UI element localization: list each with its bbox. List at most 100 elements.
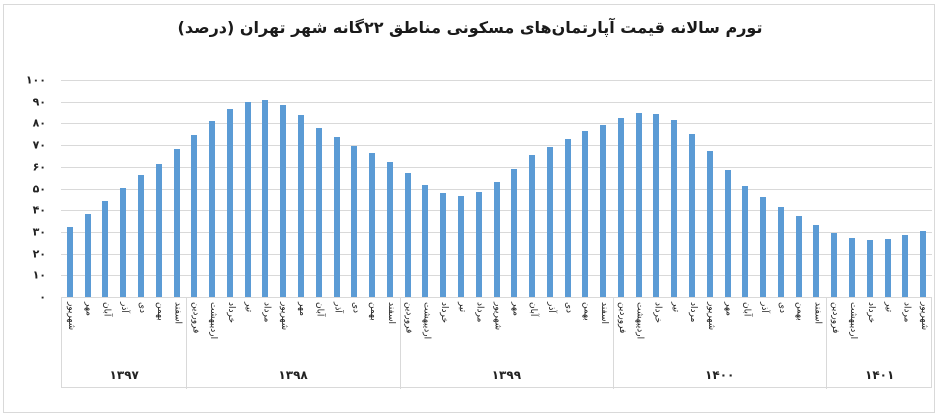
bar [760,196,767,297]
gridline [61,101,932,103]
bar [724,169,731,297]
bar [582,131,589,297]
bar [831,232,838,297]
bar [546,147,553,297]
bar [155,163,162,297]
bar [404,173,411,297]
bar [866,239,873,297]
bar [173,149,180,297]
bar [902,235,909,297]
bar [884,238,891,297]
bar [795,216,802,297]
x-category-label: فروردین [403,302,414,334]
group-separator [613,298,615,389]
x-category-label: مهر [723,302,734,316]
x-category-label: فروردین [830,302,841,334]
x-category-label: اسفند [385,302,396,325]
x-category-label: شهریور [919,302,930,331]
bar [689,134,696,297]
x-axis: شهریور مهر آبان آذر دی بهمن اسفند ۱۳۹۷ فروردین ار… [61,297,932,389]
x-category-label: مرداد [688,302,699,323]
x-category-label: خرداد [225,302,236,324]
bar [333,137,340,297]
x-category-label: تیر [883,302,894,313]
bar [600,124,607,297]
x-category-label: آذر [332,302,343,313]
x-category-label: مرداد [474,302,485,323]
bar [422,185,429,297]
bar [102,200,109,297]
bar [813,225,820,297]
x-category-label: اردیبهشت [421,302,432,340]
year-group-label: ۱۳۹۹ [491,368,522,382]
x-category-label: اردیبهشت [634,302,645,340]
bar [244,101,251,297]
bar [351,145,358,297]
y-tick-label: ۰ [39,290,46,304]
gridline [61,80,932,81]
x-category-label: مهر [296,302,307,316]
x-category-label: آذر [759,302,770,313]
x-category-label: بهمن [368,302,379,321]
year-group-label: ۱۴۰۱ [865,368,895,382]
x-category-label: دی [350,302,361,314]
bar [635,112,642,297]
bar [315,127,322,297]
x-category-label: فروردین [190,302,201,334]
x-category-label: اردیبهشت [208,302,219,340]
x-category-label: تیر [456,302,467,313]
x-category-label: مهر [83,302,94,316]
bar [564,139,571,297]
gridline [61,123,932,125]
bar [653,113,660,297]
x-category-label: آبان [101,302,112,317]
bar [280,105,287,297]
y-tick-label: ۴۰ [32,203,46,217]
x-category-label: تیر [243,302,254,313]
year-group-label: ۱۳۹۷ [109,368,139,382]
bar [262,100,269,297]
x-category-label: آبان [528,302,539,317]
group-separator [399,298,401,389]
x-category-label: شهریور [705,302,716,331]
x-category-label: اسفند [812,302,823,325]
y-tick-label: ۱۰۰ [25,73,46,87]
bar [920,231,927,297]
chart-title: تورم سالانه قیمت آپارتمان‌های مسکونی منا… [177,18,763,37]
group-separator [186,298,188,389]
x-category-label: آبان [741,302,752,317]
x-category-label: مرداد [901,302,912,323]
bar [777,206,784,297]
bar [457,196,464,297]
y-tick-label: ۵۰ [32,182,46,195]
y-tick-label: ۱۰ [32,268,46,282]
x-category-label: شهریور [279,302,290,331]
x-category-label: دی [136,302,147,314]
x-category-label: شهریور [492,302,503,331]
bar [617,117,624,297]
y-tick-label: ۸۰ [32,116,46,130]
x-category-label: خرداد [865,302,876,324]
bar [475,191,482,297]
y-tick-label: ۹۰ [32,95,46,109]
x-category-label: آذر [119,302,130,313]
bar [369,153,376,297]
x-category-label: آذر [545,302,556,313]
bar [742,185,749,297]
bar [511,169,518,297]
x-category-label: تیر [670,302,681,313]
bar [493,182,500,297]
bar [671,119,678,297]
x-category-label: دی [776,302,787,314]
x-category-label: مرداد [261,302,272,323]
x-category-label: شهریور [65,302,76,331]
bar [226,109,233,297]
x-category-label: اسفند [599,302,610,325]
y-tick-label: ۳۰ [32,225,46,239]
bar [209,120,216,297]
bar [66,226,73,297]
y-tick-label: ۶۰ [32,160,46,174]
bar [440,193,447,297]
x-category-label: خرداد [439,302,450,324]
x-category-label: فروردین [616,302,627,334]
